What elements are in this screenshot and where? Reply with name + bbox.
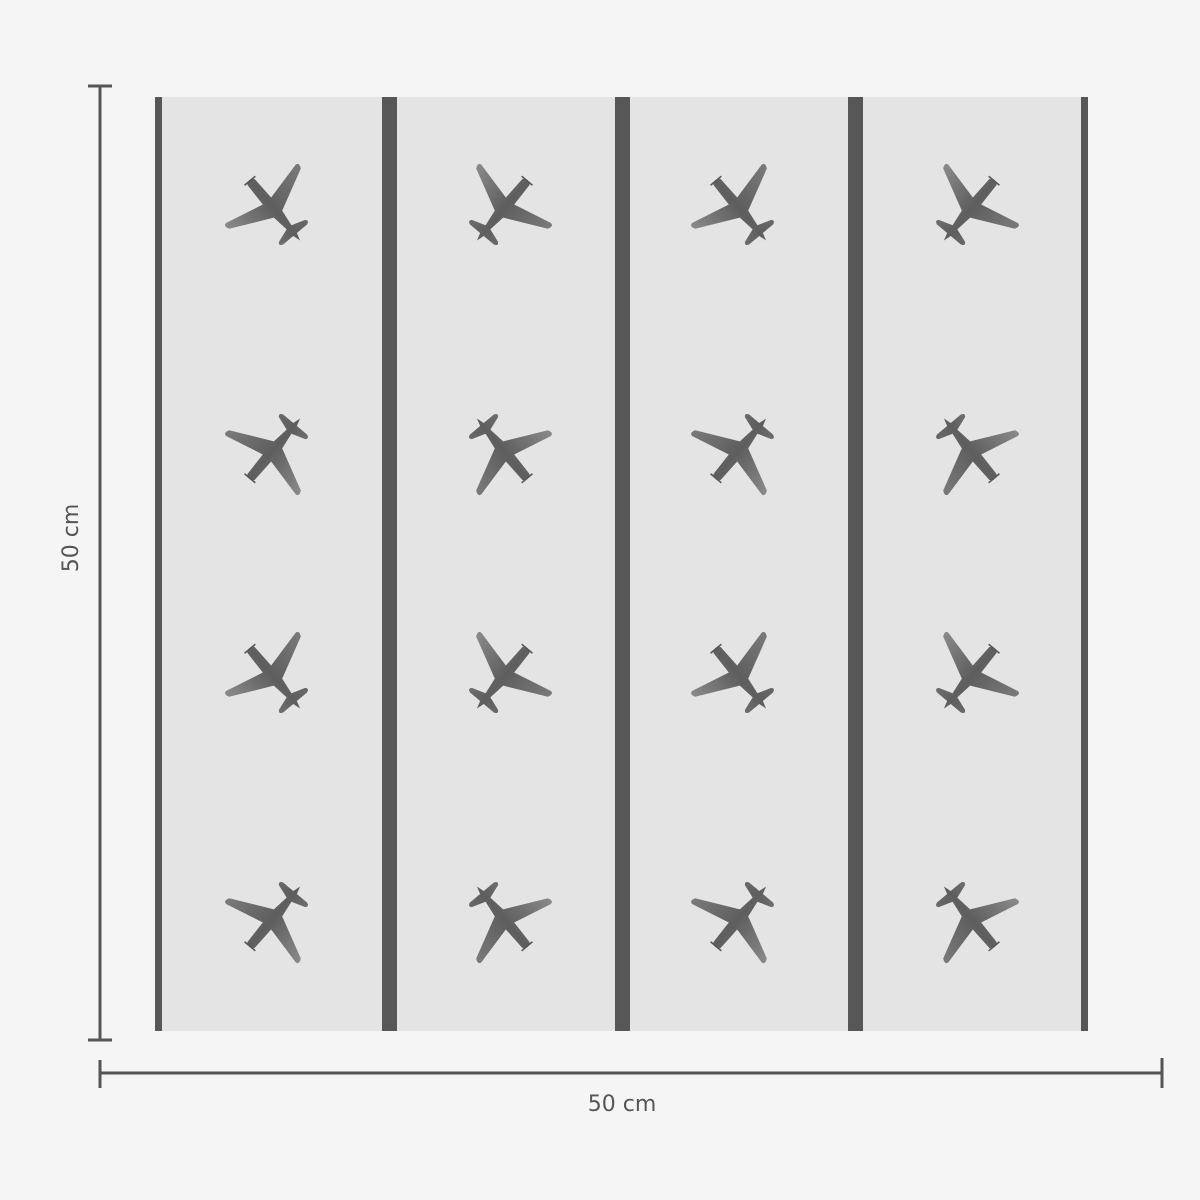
width-label: 50 cm	[588, 1092, 657, 1117]
panel-divider	[848, 97, 863, 1031]
panel-divider	[155, 97, 162, 1031]
height-label: 50 cm	[59, 504, 84, 573]
wall-panels	[155, 97, 1088, 1031]
panel-divider	[382, 97, 397, 1031]
panel-divider	[1081, 97, 1088, 1031]
panel-divider	[615, 97, 630, 1031]
width-dimension	[98, 1058, 1164, 1088]
height-dimension	[88, 84, 112, 1042]
